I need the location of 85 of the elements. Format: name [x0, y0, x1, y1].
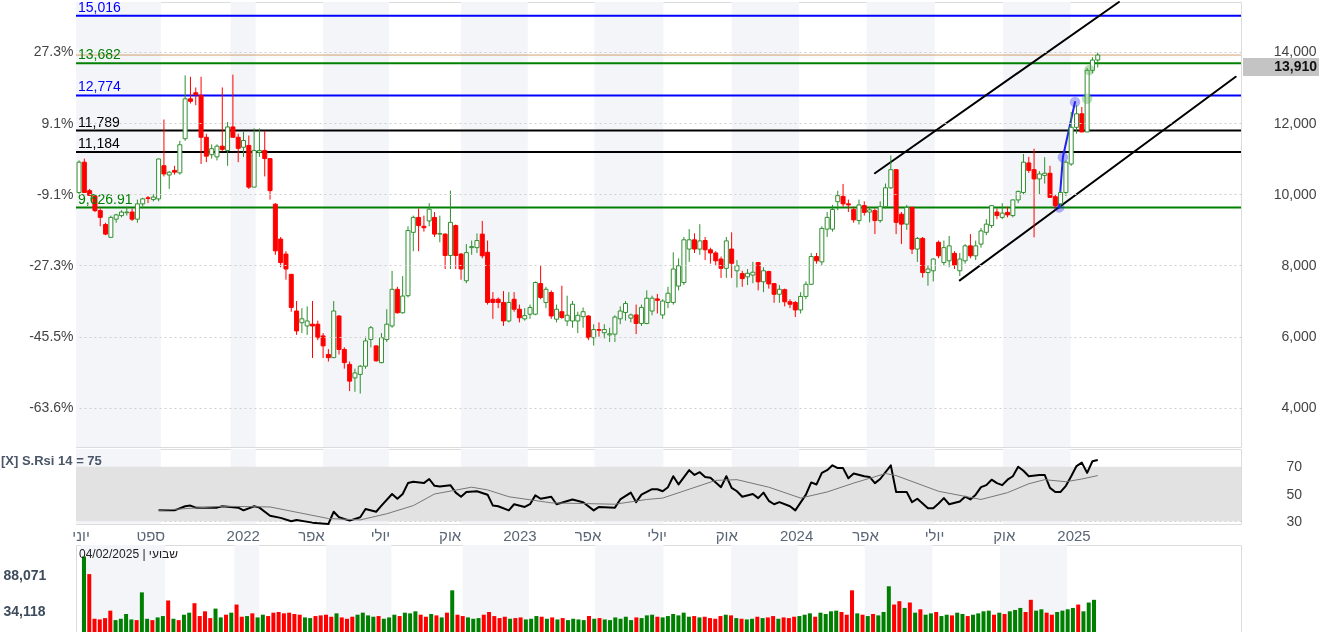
candlestick	[432, 211, 438, 238]
candlestick	[760, 266, 766, 293]
candlestick	[187, 76, 193, 104]
candlestick	[633, 304, 639, 335]
annotation: שבועי | 04/02/2025	[79, 547, 179, 561]
candlestick	[872, 207, 878, 235]
candlestick	[835, 190, 841, 211]
candlestick	[368, 325, 374, 348]
y-tick-label: 12,000	[1273, 114, 1317, 131]
x-tick-label: 2022	[226, 526, 260, 544]
candlestick	[856, 199, 862, 225]
candlestick	[1079, 106, 1085, 133]
y2-tick-label: 27.3%	[33, 43, 74, 60]
candlestick	[437, 215, 443, 243]
y-tick-label: 14,000	[1273, 43, 1317, 60]
candlestick	[219, 86, 225, 153]
candlestick	[697, 223, 703, 256]
y-tick-label: 70	[1286, 458, 1303, 475]
ref-line-label: 13,682	[78, 46, 122, 63]
candlestick	[559, 285, 565, 320]
x-tick-label: אוק	[715, 526, 739, 544]
ref-line-label: 15,016	[78, 0, 122, 15]
candlestick	[967, 233, 973, 259]
point	[1081, 93, 1093, 105]
x-tick-label: 2025	[1057, 526, 1091, 544]
y2-tick-label: -9.1%	[36, 185, 74, 202]
x-tick-label: 2024	[779, 526, 814, 544]
y-tick-label: 34,118	[3, 603, 46, 620]
y2-tick-label: -27.3%	[29, 257, 74, 274]
candlestick	[421, 215, 427, 233]
y-tick-label: 50	[1286, 485, 1303, 502]
candlestick	[161, 118, 167, 177]
line-series	[158, 473, 1099, 521]
point	[1057, 151, 1069, 163]
candlestick	[145, 195, 151, 204]
x-tick-label: אפר	[852, 526, 880, 544]
candlestick	[548, 289, 554, 320]
candlestick	[294, 300, 300, 336]
candlestick	[394, 286, 400, 314]
y-tick-label: 10,000	[1273, 185, 1317, 202]
candlestick	[596, 321, 602, 338]
x-tick-label: 2023	[503, 526, 537, 544]
point	[1069, 96, 1081, 108]
candlestick	[442, 232, 448, 270]
candlestick	[734, 259, 740, 289]
x-tick-label: ספט	[136, 526, 166, 544]
ref-line-label: 11,184	[78, 135, 120, 152]
candlestick	[543, 286, 549, 309]
candlestick	[973, 240, 979, 261]
point	[1084, 64, 1095, 76]
y2-tick-label: -45.5%	[29, 328, 74, 345]
x-tick-label: יולי	[924, 526, 945, 544]
candlestick	[538, 265, 544, 300]
x-tick-label: יולי	[370, 526, 391, 544]
y-tick-label: 30	[1286, 512, 1303, 529]
ref-line-label: 11,789	[78, 113, 120, 130]
candlestick	[755, 261, 761, 291]
y2-tick-label: -63.6%	[29, 399, 74, 416]
y-tick-label: 88,071	[3, 566, 47, 583]
y-tick-label: 8,000	[1281, 256, 1317, 273]
text: 13,910	[1274, 58, 1318, 75]
candlestick	[347, 361, 353, 392]
x-tick-label: יוני	[72, 526, 90, 544]
ref-line-label: 12,774	[78, 78, 122, 95]
chart-title: [X] S.Rsi 14 = 75	[1, 453, 102, 468]
candlestick	[692, 232, 697, 254]
candlestick	[904, 204, 910, 231]
y-tick-label: 4,000	[1281, 399, 1317, 416]
x-tick-label: אוק	[439, 526, 462, 544]
x-tick-label: אוק	[993, 526, 1016, 544]
y-tick-label: 6,000	[1281, 328, 1317, 345]
candlestick	[426, 202, 432, 227]
line-series	[157, 458, 1099, 525]
candlestick	[585, 314, 591, 341]
candlestick	[994, 207, 1000, 220]
candlestick	[416, 207, 422, 252]
x-tick-label: אפר	[298, 526, 326, 544]
y2-tick-label: 9.1%	[41, 114, 74, 131]
x-tick-label: יולי	[647, 526, 667, 544]
candlestick	[241, 131, 247, 158]
candlestick	[914, 236, 920, 263]
x-tick-label: אפר	[574, 526, 602, 544]
candlestick	[506, 291, 512, 323]
candlestick	[729, 231, 735, 279]
candlestick	[654, 293, 660, 314]
